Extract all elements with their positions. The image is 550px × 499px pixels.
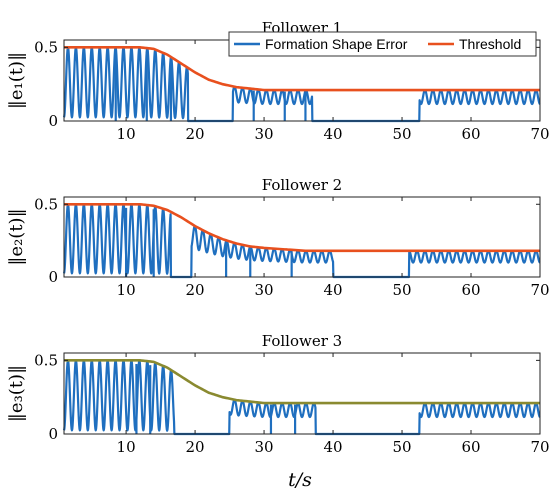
threshold-line <box>64 46 540 92</box>
x-tick-label: 10 <box>117 438 136 456</box>
x-tick-label: 10 <box>117 281 136 299</box>
x-tick-label: 20 <box>186 125 205 143</box>
legend-label-error: Formation Shape Error <box>265 36 408 52</box>
legend-label-threshold: Threshold <box>459 36 521 52</box>
x-tick-label: 20 <box>186 438 205 456</box>
y-axis-label: ‖e₂(t)‖ <box>6 208 27 265</box>
x-tick-label: 10 <box>117 125 136 143</box>
plot-frame <box>63 352 541 435</box>
x-tick-label: 60 <box>461 125 480 143</box>
legend: Formation Shape Error Threshold <box>228 31 537 57</box>
error-line <box>62 203 541 279</box>
x-tick-label: 70 <box>530 438 549 456</box>
panel-follower-3: Follower 3 ‖e₃(t)‖ 10 20 30 40 50 60 70 0 0.5 <box>6 332 550 456</box>
threshold-line <box>64 359 540 405</box>
y-tick-label: 0.5 <box>34 351 58 369</box>
y-tick-label: 0 <box>48 112 58 130</box>
panel-title: Follower 2 <box>262 176 342 194</box>
y-axis-label: ‖e₃(t)‖ <box>6 365 27 422</box>
x-tick-label: 30 <box>255 125 274 143</box>
legend-box <box>228 31 537 57</box>
panel-follower-2: Follower 2 ‖e₂(t)‖ 10 20 30 40 50 60 70 0 0.5 <box>6 176 550 299</box>
x-tick-label: 70 <box>530 125 549 143</box>
error-line <box>62 46 541 123</box>
x-tick-label: 40 <box>323 125 342 143</box>
y-tick-label: 0 <box>48 425 58 443</box>
x-tick-label: 70 <box>530 281 549 299</box>
x-tick-label: 40 <box>323 281 342 299</box>
error-line <box>62 359 541 436</box>
x-tick-label: 40 <box>323 438 342 456</box>
y-tick-label: 0.5 <box>34 38 58 56</box>
x-tick-label: 20 <box>186 281 205 299</box>
y-axis-label: ‖e₁(t)‖ <box>6 52 27 109</box>
x-tick-label: 50 <box>392 281 411 299</box>
x-tick-label: 50 <box>392 125 411 143</box>
x-tick-label: 30 <box>255 438 274 456</box>
plot-frame <box>63 196 541 278</box>
x-tick-label: 50 <box>392 438 411 456</box>
x-tick-label: 60 <box>461 281 480 299</box>
threshold-line <box>64 202 540 253</box>
panel-title: Follower 3 <box>262 332 342 350</box>
x-tick-label: 30 <box>255 281 274 299</box>
y-tick-label: 0 <box>48 268 58 286</box>
y-tick-label: 0.5 <box>34 195 58 213</box>
x-axis-label: t/s <box>288 469 312 491</box>
x-tick-label: 60 <box>461 438 480 456</box>
